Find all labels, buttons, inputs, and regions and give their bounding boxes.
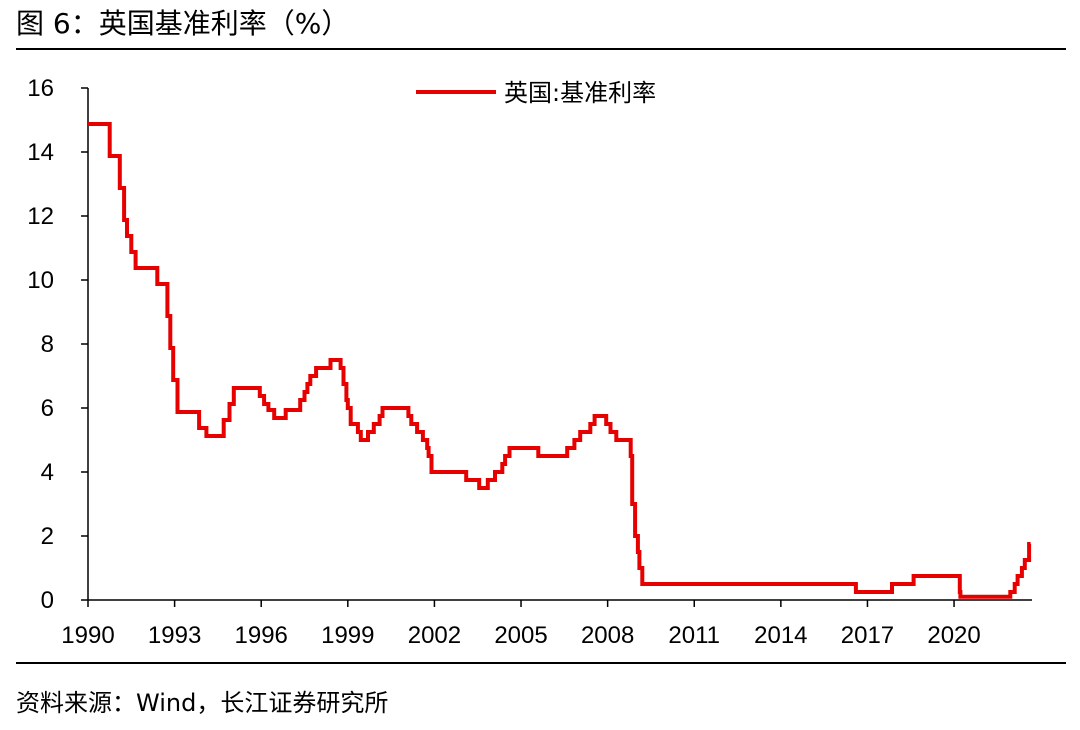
x-tick-label: 2008: [581, 622, 634, 649]
figure-title: 图 6：英国基准利率（%）: [16, 7, 350, 40]
x-tick-label: 1999: [321, 622, 374, 649]
y-tick-label: 12: [27, 203, 54, 230]
y-axis-ticks: 0 2 4 6 8 10 12 14 16: [27, 75, 88, 614]
x-tick-label: 1996: [235, 622, 288, 649]
x-tick-label: 1993: [148, 622, 201, 649]
y-tick-label: 8: [41, 331, 54, 358]
series-line: [88, 122, 1032, 599]
y-tick-label: 6: [41, 395, 54, 422]
series-layer: [88, 122, 1032, 599]
x-tick-label: 2002: [408, 622, 461, 649]
line-chart: 0 2 4 6 8 10 12 14 16 1990 1993 1996 1999 2002 2005 20…: [27, 75, 1032, 649]
y-tick-label: 16: [27, 75, 54, 102]
top-rule: [16, 48, 1066, 50]
y-tick-label: 10: [27, 267, 54, 294]
bottom-rule: [16, 662, 1066, 664]
y-tick-label: 0: [41, 587, 54, 614]
legend-label: 英国:基准利率: [504, 79, 656, 107]
x-tick-label: 1990: [61, 622, 114, 649]
source-note: 资料来源：Wind，长江证券研究所: [16, 689, 389, 717]
x-tick-label: 2014: [754, 622, 807, 649]
y-tick-label: 14: [27, 139, 54, 166]
y-tick-label: 4: [41, 459, 54, 486]
x-tick-label: 2020: [927, 622, 980, 649]
x-axis-ticks: 1990 1993 1996 1999 2002 2005 2008 2011 2014 2017…: [61, 600, 981, 649]
x-tick-label: 2005: [494, 622, 547, 649]
y-tick-label: 2: [41, 523, 54, 550]
axes: [87, 88, 1032, 601]
legend: 英国:基准利率: [416, 79, 656, 107]
x-tick-label: 2011: [668, 622, 720, 649]
x-tick-label: 2017: [841, 622, 894, 649]
